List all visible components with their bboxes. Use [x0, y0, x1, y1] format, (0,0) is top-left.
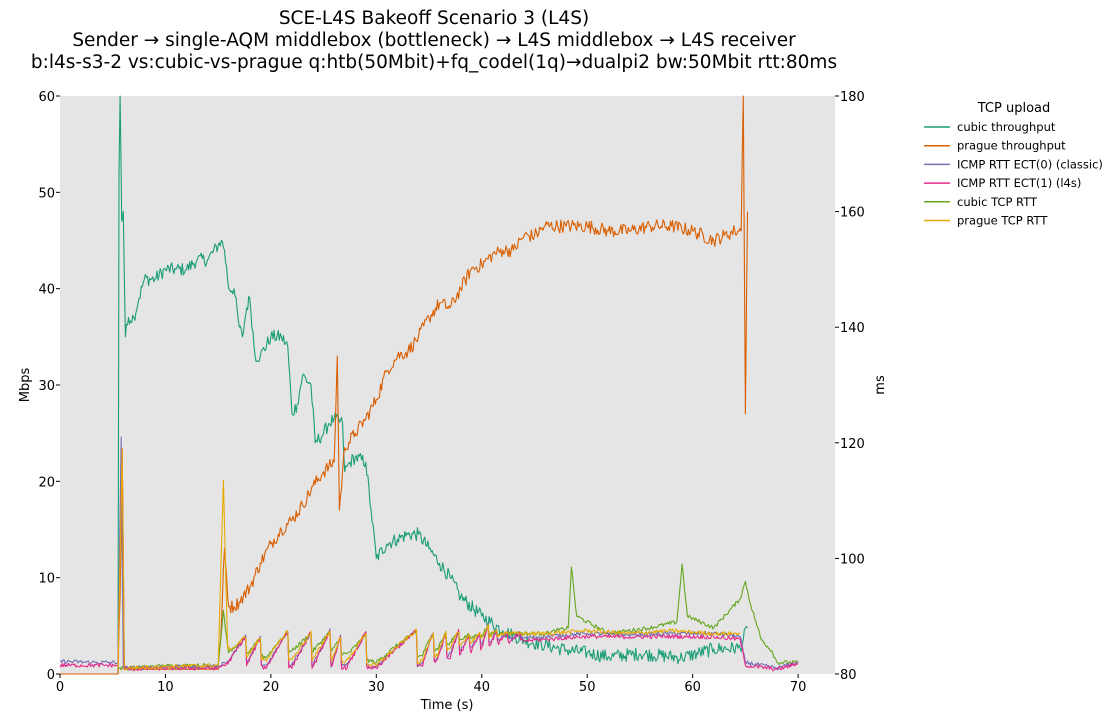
x-tick-label: 50: [579, 680, 596, 695]
left-tick-label: 30: [38, 379, 55, 394]
left-tick-label: 10: [38, 572, 55, 587]
legend-title: TCP upload: [977, 101, 1051, 116]
left-tick-label: 50: [38, 186, 55, 201]
x-tick-label: 10: [157, 680, 174, 695]
x-axis-label: Time (s): [420, 698, 474, 713]
chart-title: SCE-L4S Bakeoff Scenario 3 (L4S) Sender …: [31, 8, 837, 73]
plot-area: [60, 96, 835, 674]
left-tick-label: 0: [47, 668, 55, 683]
legend: TCP upload cubic throughput prague throug…: [924, 101, 1103, 228]
right-tick-label: 140: [840, 321, 865, 336]
series-lines: [59, 95, 799, 675]
left-tick-label: 20: [38, 475, 55, 490]
legend-label: ICMP RTT ECT(0) (classic): [957, 157, 1103, 171]
x-tick-label: 70: [790, 680, 807, 695]
right-tick-label: 100: [840, 552, 865, 567]
x-tick-label: 30: [368, 680, 385, 695]
left-tick-label: 40: [38, 283, 55, 298]
series-line-1: [60, 95, 749, 675]
x-tick-label: 60: [684, 680, 701, 695]
left-axis-label: Mbps: [18, 368, 33, 403]
right-axis-label: ms: [873, 375, 888, 395]
legend-label: ICMP RTT ECT(1) (l4s): [957, 176, 1081, 190]
x-tick-label: 0: [56, 680, 64, 695]
title-line-1: SCE-L4S Bakeoff Scenario 3 (L4S): [279, 8, 589, 29]
legend-label: prague throughput: [957, 139, 1066, 153]
left-tick-label: 60: [38, 90, 55, 105]
title-line-3: b:l4s-s3-2 vs:cubic-vs-prague q:htb(50Mb…: [31, 52, 837, 73]
right-axis-ticks: 80 100 120 140 160 180: [835, 90, 865, 683]
legend-label: cubic TCP RTT: [957, 195, 1038, 209]
right-tick-label: 80: [840, 668, 857, 683]
left-axis-ticks: 0 10 20 30 40 50 60: [38, 90, 60, 683]
right-tick-label: 120: [840, 437, 865, 452]
series-line-0: [60, 95, 748, 675]
series-line-5: [117, 448, 741, 671]
right-tick-label: 180: [840, 90, 865, 105]
x-tick-label: 40: [473, 680, 490, 695]
right-tick-label: 160: [840, 206, 865, 221]
x-tick-label: 20: [263, 680, 280, 695]
title-line-2: Sender → single-AQM middlebox (bottlenec…: [72, 30, 796, 51]
legend-label: cubic throughput: [957, 120, 1056, 134]
legend-label: prague TCP RTT: [957, 214, 1048, 228]
x-axis-ticks: 0 10 20 30 40 50 60 70: [56, 674, 807, 695]
